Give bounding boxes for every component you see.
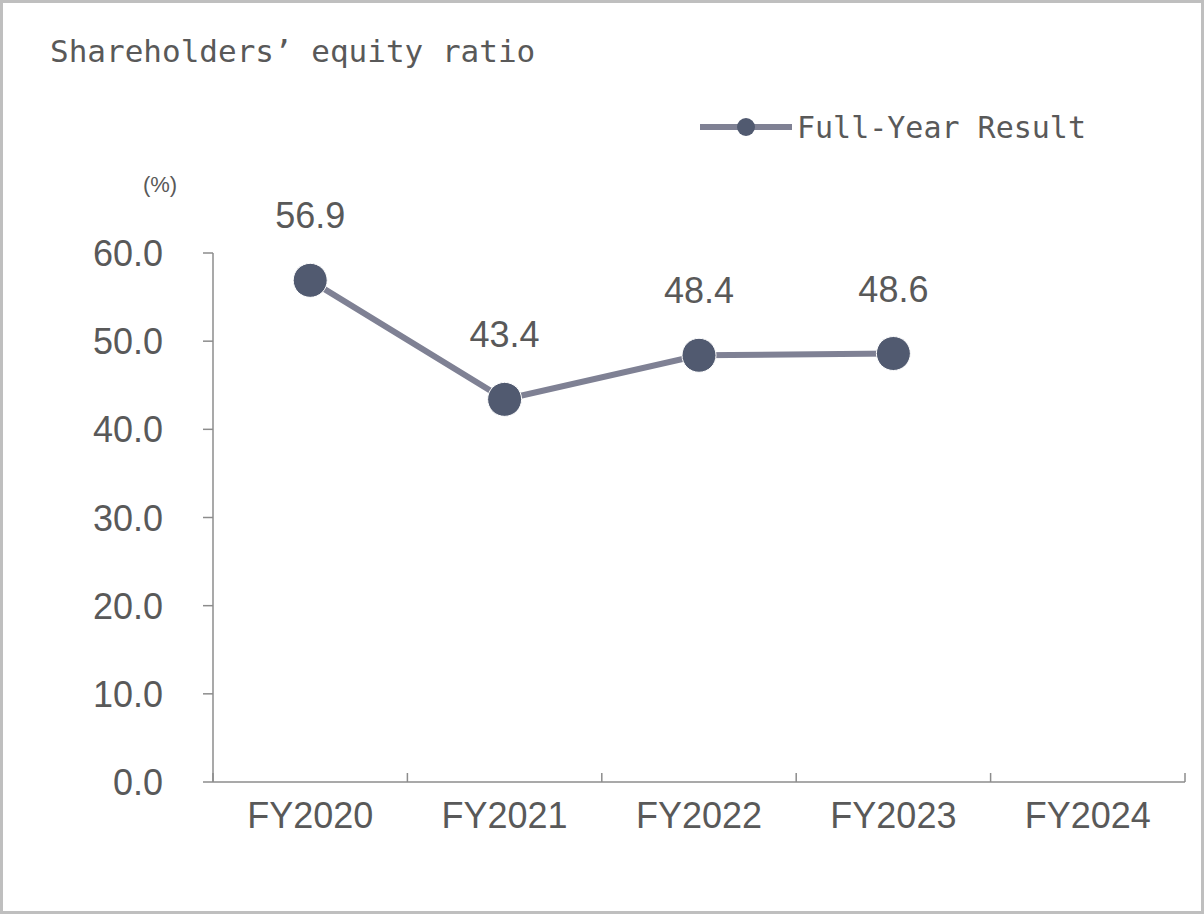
chart-border [2,2,1203,913]
data-point [876,337,910,371]
y-tick [203,517,213,519]
data-labels: 56.9 43.4 48.4 48.6 [275,195,928,355]
data-point [682,338,716,372]
x-boundary-tick [990,773,992,782]
data-label: 56.9 [275,195,345,236]
series-line [310,280,893,399]
y-axis-label: (%) [143,172,177,197]
x-tick-label: FY2020 [247,795,373,836]
chart-title: Shareholders’ equity ratio [50,33,535,69]
y-tick [203,340,213,342]
y-tick [203,781,213,783]
x-boundary-tick [212,773,214,782]
x-boundary-tick [1184,773,1186,782]
data-label: 48.6 [858,269,928,310]
plot-area [293,263,910,416]
y-tick [203,252,213,254]
data-label: 43.4 [470,314,540,355]
x-tick-label: FY2023 [830,795,956,836]
x-tick-label: FY2024 [1025,795,1151,836]
y-tick-label: 40.0 [93,409,163,450]
x-axis-line [213,781,1185,783]
x-boundary-tick [407,773,409,782]
y-tick [203,693,213,695]
y-tick [203,605,213,607]
y-tick-label: 50.0 [93,321,163,362]
data-label: 48.4 [664,270,734,311]
x-boundary-tick [601,773,603,782]
chart-svg: Shareholders’ equity ratio (%) 0.0 10.0 20.0… [0,0,1204,914]
x-tick-label: FY2022 [636,795,762,836]
y-tick-label: 0.0 [113,762,163,803]
legend-marker [737,118,755,136]
data-point [293,263,327,297]
legend: Full-Year Result [700,110,1086,145]
data-point [488,382,522,416]
y-tick-label: 10.0 [93,674,163,715]
x-boundary-tick [795,773,797,782]
y-tick [203,429,213,431]
legend-text: Full-Year Result [797,110,1086,145]
x-tick-label: FY2021 [442,795,568,836]
chart-container: Shareholders’ equity ratio (%) 0.0 10.0 20.0… [0,0,1204,914]
y-tick-label: 60.0 [93,233,163,274]
y-tick-label: 30.0 [93,498,163,539]
y-tick-label: 20.0 [93,586,163,627]
